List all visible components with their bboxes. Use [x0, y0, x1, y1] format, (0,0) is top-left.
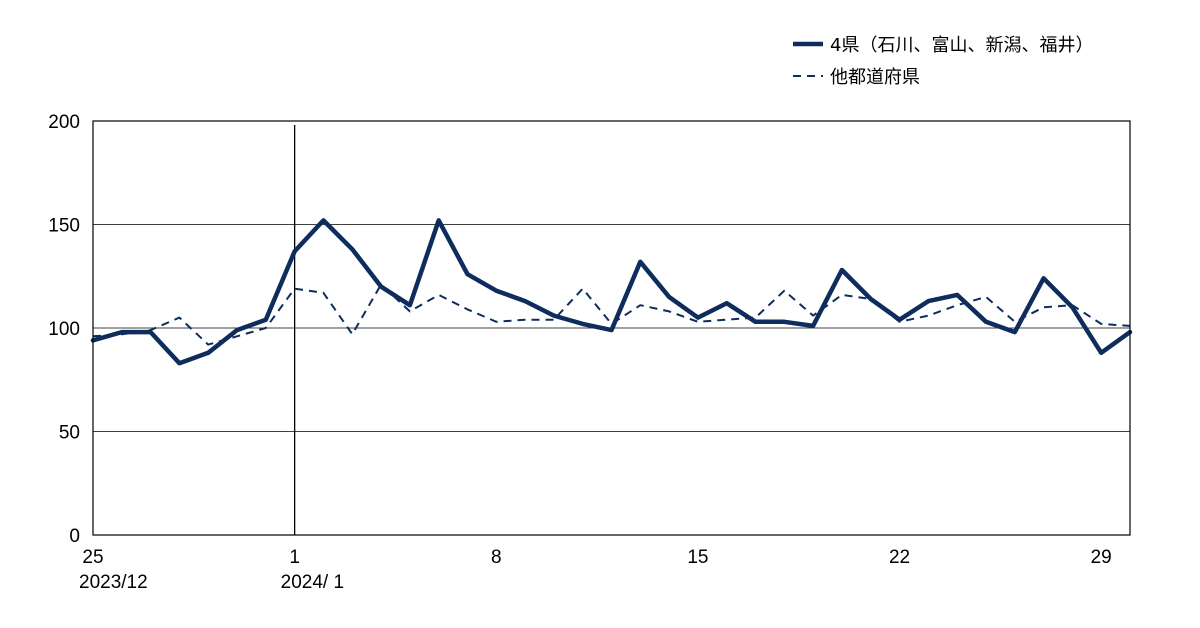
- series-1-point-29: [926, 313, 930, 317]
- x-sublabel-20241: 2024/ 1: [281, 572, 344, 593]
- series-0-point-4: [206, 351, 210, 355]
- series-1-point-30: [955, 303, 959, 307]
- series-0-point-24: [782, 320, 786, 324]
- series-0-point-15: [523, 299, 527, 303]
- series-0-point-6: [264, 318, 268, 322]
- series-1-point-11: [408, 309, 412, 313]
- series-1-point-14: [494, 320, 498, 324]
- series-0-point-35: [1099, 351, 1103, 355]
- series-1-point-8: [321, 291, 325, 295]
- x-tick-label-1: 1: [289, 547, 300, 568]
- series-0-point-25: [811, 324, 815, 328]
- series-1-point-25: [811, 313, 815, 317]
- series-1-point-6: [264, 326, 268, 330]
- series-0-point-21: [696, 315, 700, 319]
- series-1-point-13: [465, 307, 469, 311]
- plot-area-frame: [92, 120, 1131, 536]
- y-tick-label-100: 100: [48, 319, 80, 340]
- series-0-point-11: [408, 303, 412, 307]
- series-1-point-19: [638, 303, 642, 307]
- series-0-point-23: [753, 320, 757, 324]
- series-line-1: [92, 283, 1131, 346]
- series-1-point-12: [436, 293, 440, 297]
- y-tick-label-150: 150: [48, 216, 80, 237]
- series-0-point-9: [350, 247, 354, 251]
- series-1-point-7: [292, 286, 296, 290]
- series-0-point-16: [552, 313, 556, 317]
- series-0-point-31: [984, 320, 988, 324]
- series-1-point-4: [206, 342, 210, 346]
- series-0-point-17: [580, 322, 584, 326]
- x-tick-label-15: 15: [687, 547, 708, 568]
- series-0-point-19: [638, 260, 642, 264]
- series-0-point-3: [177, 361, 181, 365]
- series-0-point-30: [955, 293, 959, 297]
- x-axis-ticks: 25 2023/12 1 2024/ 1 8 15 22 29: [79, 547, 1112, 593]
- series-1-point-15: [523, 318, 527, 322]
- series-1-point-17: [580, 286, 584, 290]
- series-1-point-35: [1099, 322, 1103, 326]
- series-1-point-2: [148, 328, 152, 332]
- x-tick-label-22: 22: [889, 547, 910, 568]
- series-1-point-27: [869, 297, 873, 301]
- y-axis-ticks: 0 50 100 150 200: [48, 112, 80, 547]
- series-1-point-1: [120, 332, 124, 336]
- series-1-point-20: [667, 309, 671, 313]
- series-0-point-14: [494, 289, 498, 293]
- series-0-point-22: [725, 301, 729, 305]
- series-0-point-20: [667, 295, 671, 299]
- series-line-0: [90, 218, 1133, 366]
- series-0-point-29: [926, 299, 930, 303]
- legend: 4県（石川、富山、新潟、福井） 他都道府県: [793, 35, 1093, 88]
- series-0-point-5: [235, 328, 239, 332]
- series-1-point-23: [753, 315, 757, 319]
- x-tick-label-25: 25: [82, 547, 103, 568]
- series-0-point-8: [321, 218, 325, 222]
- legend-label-4-prefectures: 4県（石川、富山、新潟、福井）: [830, 35, 1093, 56]
- x-tick-label-8: 8: [491, 547, 502, 568]
- series-1-point-18: [609, 322, 613, 326]
- series-1-point-16: [552, 318, 556, 322]
- series-1-point-3: [177, 315, 181, 319]
- series-1-point-21: [696, 320, 700, 324]
- y-tick-label-0: 0: [69, 526, 80, 547]
- series-1-point-26: [840, 293, 844, 297]
- series-1-point-9: [350, 332, 354, 336]
- series-lines: [90, 218, 1133, 366]
- legend-label-other-prefectures: 他都道府県: [830, 67, 920, 88]
- series-1-point-28: [897, 320, 901, 324]
- series-1-point-32: [1013, 320, 1017, 324]
- series-0-point-7: [292, 249, 296, 253]
- series-0-point-26: [840, 268, 844, 272]
- series-1-point-31: [984, 295, 988, 299]
- y-tick-label-200: 200: [48, 112, 80, 133]
- series-0-point-13: [465, 272, 469, 276]
- series-1-point-5: [235, 334, 239, 338]
- x-tick-label-29: 29: [1091, 547, 1112, 568]
- series-1-point-10: [379, 282, 383, 286]
- series-1-point-33: [1041, 305, 1045, 309]
- y-tick-label-50: 50: [59, 423, 80, 444]
- x-sublabel-202312: 2023/12: [79, 572, 148, 593]
- series-0-point-18: [609, 328, 613, 332]
- series-0-point-12: [436, 218, 440, 222]
- series-0-point-33: [1041, 276, 1045, 280]
- series-1-point-24: [782, 289, 786, 293]
- series-1-point-22: [725, 318, 729, 322]
- series-1-point-34: [1070, 303, 1074, 307]
- series-0-point-32: [1013, 330, 1017, 334]
